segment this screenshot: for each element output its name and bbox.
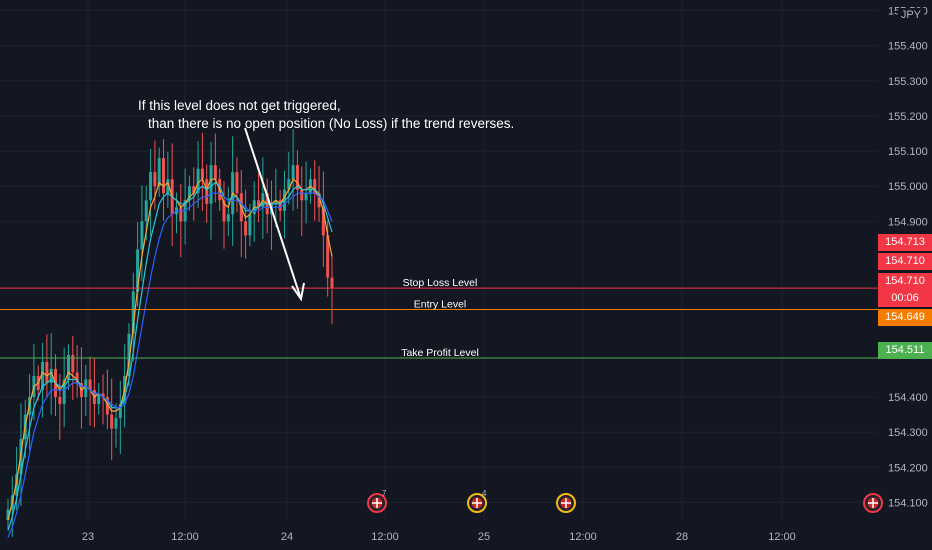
y-tick-label: 155.100	[888, 146, 928, 158]
annotation-arrow	[244, 127, 302, 300]
candle-body	[179, 207, 183, 222]
price-label-entry: 154.649	[878, 309, 932, 326]
x-tick-label: 12:00	[371, 531, 399, 543]
y-tick-label: 155.200	[888, 111, 928, 123]
candle-body	[114, 418, 118, 429]
candle-body	[248, 214, 252, 236]
candle-body	[304, 193, 308, 201]
candle-body	[274, 200, 278, 204]
x-tick-label: 12:00	[569, 531, 597, 543]
candle-body	[192, 186, 196, 194]
candle-body	[127, 333, 131, 376]
candle-body	[131, 291, 135, 334]
candle-body	[88, 379, 92, 390]
chart-annotation: If this level does not get triggered, th…	[138, 97, 515, 133]
candle-body	[49, 368, 53, 383]
candle-body	[226, 214, 230, 222]
y-tick-label: 154.300	[888, 427, 928, 439]
x-tick-label: 23	[82, 531, 94, 543]
event-count: 7	[382, 489, 387, 498]
candle-body	[235, 172, 239, 194]
y-tick-label: 154.400	[888, 392, 928, 404]
event-count: 4	[482, 489, 487, 498]
candle-body	[205, 179, 209, 204]
candle-body	[157, 158, 161, 187]
candle-body	[58, 397, 62, 405]
candle-body	[295, 165, 299, 190]
candle-body	[101, 393, 105, 398]
candle-body	[326, 235, 330, 278]
y-tick-label: 154.900	[888, 216, 928, 228]
y-tick-label: 155.000	[888, 181, 928, 193]
x-tick-label: 24	[281, 531, 293, 543]
candle-body	[75, 372, 79, 383]
moving-average-line	[7, 181, 333, 531]
candle-body	[300, 189, 304, 201]
candle-body	[97, 393, 101, 405]
level-line-label: Stop Loss Level	[403, 277, 478, 289]
x-tick-label: 12:00	[768, 531, 796, 543]
candle-body	[162, 158, 166, 194]
price-label-last: 154.710 00:06	[878, 273, 932, 307]
candle-body	[330, 277, 334, 289]
candle-body	[321, 207, 325, 236]
candle-body	[213, 165, 217, 180]
candle-body	[153, 172, 157, 187]
price-label-take-profit: 154.511	[878, 342, 932, 359]
price-label-red-2: 154.710	[878, 253, 932, 270]
candle-body	[317, 193, 321, 208]
candle-body	[15, 474, 19, 496]
candle-body	[118, 404, 122, 419]
candle-body	[66, 354, 70, 380]
y-tick-label: 154.100	[888, 497, 928, 509]
countdown-label: 00:06	[891, 292, 919, 304]
candle-body	[222, 200, 226, 222]
candle-body	[84, 379, 88, 398]
candle-body	[209, 165, 213, 204]
candle-body	[200, 168, 204, 180]
annotation-arrow-head	[291, 282, 305, 302]
moving-average-line	[7, 178, 333, 521]
annotation-line-1: If this level does not get triggered,	[138, 98, 341, 113]
candle-body	[291, 165, 295, 180]
annotation-line-2: than there is no open position (No Loss)…	[148, 116, 515, 131]
candle-body	[196, 168, 200, 194]
candle-body	[278, 200, 282, 211]
level-line-label: Take Profit Level	[401, 347, 479, 359]
candle-body	[136, 249, 140, 292]
candle-body	[62, 379, 66, 405]
candle-body	[110, 414, 114, 429]
candle-body	[244, 221, 248, 236]
candle-body	[149, 172, 153, 201]
moving-average-line	[7, 192, 333, 538]
price-label-bid: 154.713	[878, 234, 932, 251]
price-label-last-value: 154.710	[885, 275, 925, 287]
candle-body	[287, 179, 291, 190]
candle-body	[140, 221, 144, 250]
y-tick-label: 155.400	[888, 41, 928, 53]
y-tick-label: 154.200	[888, 462, 928, 474]
currency-label: JPY	[897, 8, 924, 22]
candle-body	[187, 186, 191, 201]
y-tick-label: 155.300	[888, 76, 928, 88]
candle-body	[105, 397, 109, 415]
candle-body	[166, 179, 170, 194]
x-tick-label: 12:00	[171, 531, 199, 543]
candle-body	[144, 200, 148, 222]
candle-body	[71, 354, 75, 373]
x-tick-label: 28	[676, 531, 688, 543]
x-tick-label: 25	[478, 531, 490, 543]
candle-body	[313, 179, 317, 194]
candle-body	[257, 200, 261, 208]
candle-body	[6, 509, 10, 520]
candle-body	[45, 361, 49, 383]
candle-body	[41, 361, 45, 390]
level-line-label: Entry Level	[414, 299, 467, 311]
